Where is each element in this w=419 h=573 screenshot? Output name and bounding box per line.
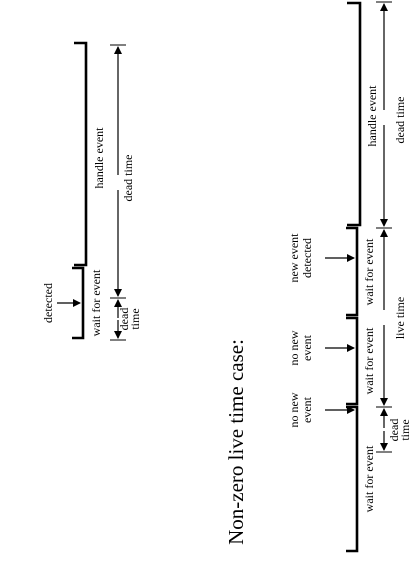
- upper-dead-time-long-label: dead time: [121, 155, 135, 202]
- lower-event-label-3-line1: new event: [287, 233, 301, 283]
- upper-dead-time-short-line1: dead: [117, 308, 131, 331]
- lower-live-time-label: live time: [393, 297, 407, 339]
- upper-dead-time-short-line2: time: [128, 308, 142, 329]
- lower-event-label-3-line2: detected: [300, 238, 314, 278]
- lower-handle-bracket: [347, 1, 362, 227]
- upper-wait-label: wait for event: [89, 269, 103, 336]
- lower-wait-label-3: wait for event: [362, 238, 376, 305]
- lower-event-label-2-line1: no new: [287, 330, 301, 365]
- lower-wait-label-2: wait for event: [362, 327, 376, 394]
- lower-handle-label: handle event: [365, 85, 379, 147]
- lower-dead-time-long-label: dead time: [393, 97, 407, 144]
- lower-wait-label-1: wait for event: [362, 445, 376, 512]
- section-title: Non-zero live time case:: [224, 339, 248, 545]
- lower-wait-bracket-2: [346, 316, 359, 406]
- lower-event-label-1-line2: event: [300, 396, 314, 423]
- upper-handle-label: handle event: [92, 127, 106, 189]
- lower-dead-time-short-line1: dead: [387, 419, 401, 442]
- lower-wait-bracket-1: [346, 405, 359, 553]
- upper-event-label: detected: [41, 283, 55, 323]
- upper-handle-bracket: [74, 41, 88, 267]
- lower-event-label-1-line1: no new: [287, 392, 301, 427]
- lower-timeline: [325, 1, 392, 553]
- lower-event-label-2-line2: event: [300, 334, 314, 361]
- upper-timeline: [57, 41, 126, 341]
- lower-dead-time-short-line2: time: [398, 419, 412, 440]
- upper-wait-bracket: [72, 266, 85, 340]
- lower-wait-bracket-3: [346, 226, 359, 317]
